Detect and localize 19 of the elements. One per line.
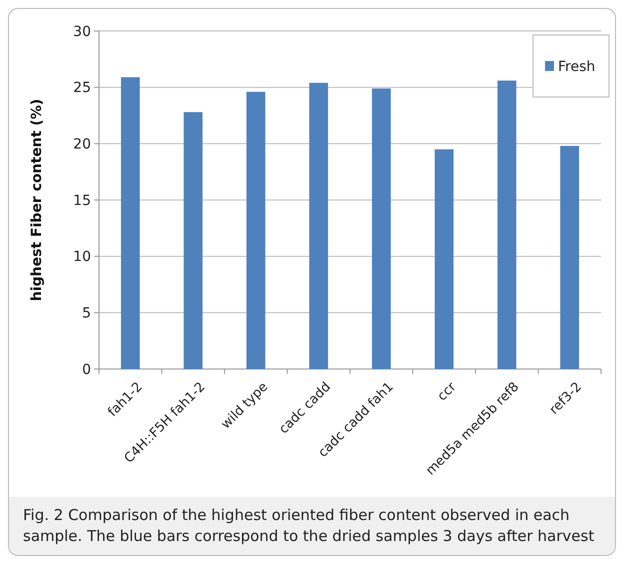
x-tick-label: ccr <box>434 379 460 404</box>
bar <box>560 146 580 369</box>
bar <box>120 77 140 369</box>
y-tick-label: 10 <box>73 249 91 266</box>
y-tick-label: 0 <box>82 362 91 378</box>
y-tick-label: 25 <box>73 80 91 96</box>
bar <box>434 149 454 369</box>
bar <box>246 92 266 369</box>
legend-label: Fresh <box>558 58 596 75</box>
bar <box>309 82 328 369</box>
caption: Fig. 2 Comparison of the highest oriented fiber content observed in each sample. The blue bars correspond to the dried samples 3 days after harvest <box>9 497 615 555</box>
bar <box>497 80 516 369</box>
y-tick-label: 30 <box>73 24 91 40</box>
bar <box>184 112 203 369</box>
y-tick-label: 5 <box>82 306 91 322</box>
y-tick-label: 15 <box>73 192 91 209</box>
bar <box>372 88 391 369</box>
y-axis-title: highest Fiber content (%) <box>29 98 45 302</box>
y-tick-label: 20 <box>73 136 91 153</box>
